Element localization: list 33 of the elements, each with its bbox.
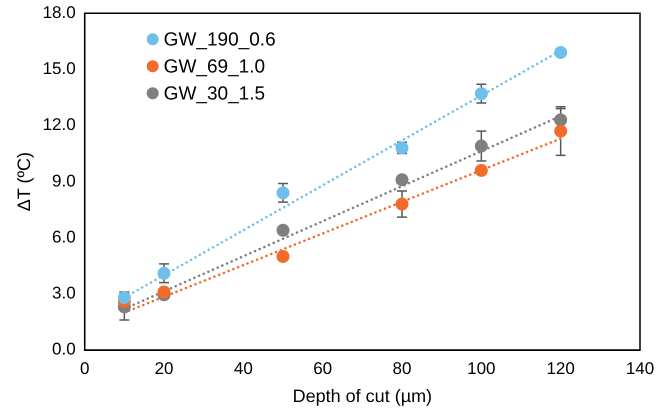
point — [554, 46, 568, 59]
y-axis-title: ΔT (ºC) — [14, 152, 34, 212]
legend-label: GW_30_1.5 — [164, 83, 266, 104]
point — [396, 173, 409, 186]
x-tick-label: 20 — [154, 358, 174, 378]
x-tick-label: 0 — [80, 358, 90, 378]
point — [474, 164, 488, 177]
y-tick-label: 9.0 — [52, 171, 76, 190]
y-tick-label: 15.0 — [42, 59, 76, 78]
legend-label: GW_69_1.0 — [164, 56, 266, 78]
y-tick-label: 6.0 — [52, 227, 76, 246]
y-tick-label: 0.0 — [52, 340, 76, 359]
point — [554, 113, 568, 126]
x-tick-label: 140 — [626, 358, 654, 378]
point — [276, 186, 290, 200]
y-tick-label: 18.0 — [42, 2, 76, 22]
point — [396, 198, 409, 211]
point — [474, 87, 488, 100]
point — [276, 250, 290, 263]
y-tick-label: 12.0 — [42, 115, 76, 134]
y-tick-label: 3.0 — [52, 284, 76, 303]
legend-label: GW_190_0.6 — [164, 29, 276, 50]
x-tick-label: 60 — [313, 358, 332, 378]
x-tick-label: 120 — [546, 358, 575, 378]
x-tick-label: 80 — [392, 358, 412, 378]
x-tick-label: 100 — [467, 358, 496, 378]
point — [474, 140, 488, 153]
x-axis-title: Depth of cut (µm) — [292, 386, 432, 406]
point — [158, 285, 171, 298]
x-tick-label: 40 — [234, 358, 253, 378]
point — [158, 266, 171, 280]
point — [554, 124, 568, 138]
point — [276, 224, 290, 237]
